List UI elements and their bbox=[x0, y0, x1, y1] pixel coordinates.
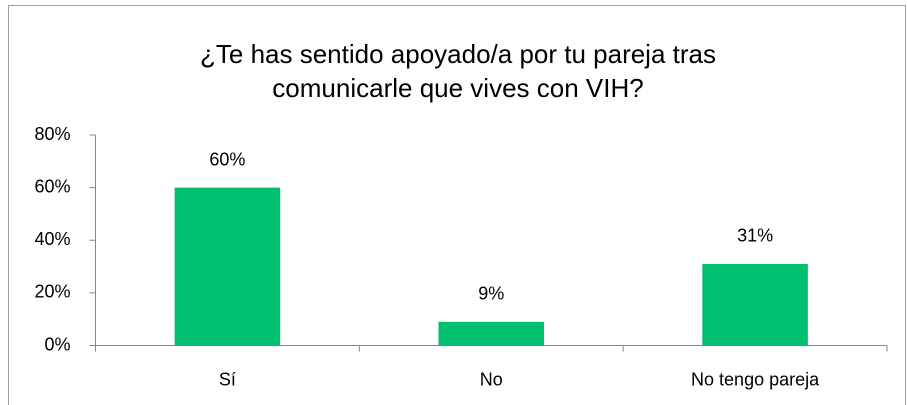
y-tick-label: 0% bbox=[44, 334, 70, 354]
y-tick-label: 60% bbox=[34, 176, 70, 196]
x-tick-label: No tengo pareja bbox=[691, 369, 820, 389]
data-label: 31% bbox=[737, 226, 773, 246]
x-tick-label: No bbox=[480, 369, 503, 389]
chart-title: comunicarle que vives con VIH? bbox=[272, 73, 643, 103]
bar bbox=[702, 263, 808, 346]
y-tick-label: 20% bbox=[34, 282, 70, 302]
x-tick-label: Sí bbox=[219, 369, 236, 389]
data-label: 60% bbox=[209, 149, 245, 169]
data-label: 9% bbox=[478, 284, 504, 304]
bar bbox=[174, 187, 281, 346]
y-tick-label: 40% bbox=[34, 229, 70, 249]
bar bbox=[438, 321, 545, 346]
y-tick-label: 80% bbox=[34, 124, 70, 144]
chart-title: ¿Te has sentido apoyado/a por tu pareja … bbox=[200, 39, 716, 69]
chart-frame bbox=[8, 5, 906, 405]
